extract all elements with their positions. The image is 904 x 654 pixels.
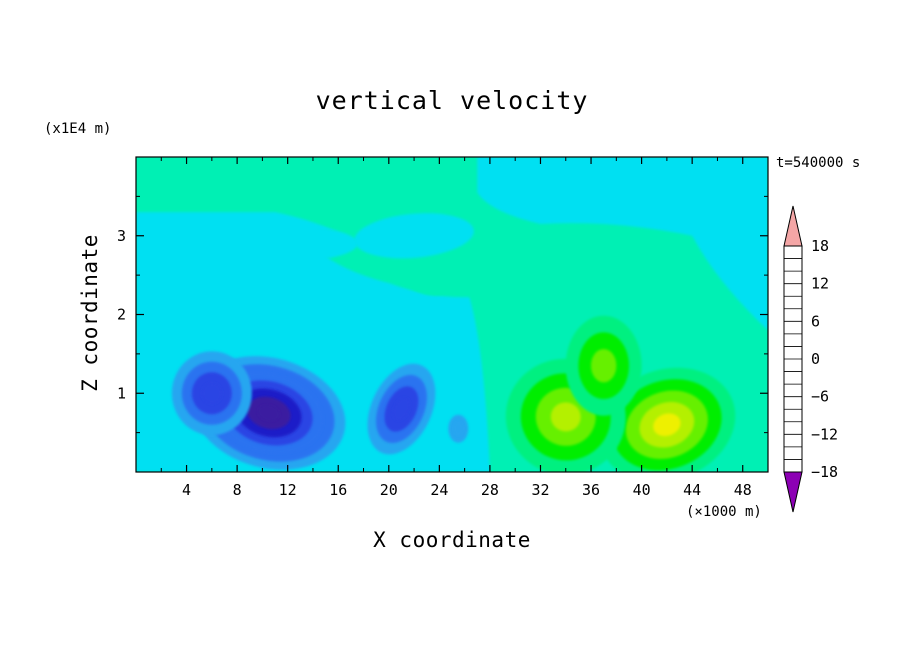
contour-band bbox=[392, 397, 410, 421]
colorbar-tick-label: 18 bbox=[811, 237, 829, 255]
x-tick-label: 8 bbox=[233, 481, 242, 499]
x-tick-label: 44 bbox=[683, 481, 701, 499]
contour-band bbox=[453, 421, 464, 436]
x-tick-label: 48 bbox=[734, 481, 752, 499]
colorbar-extend-low bbox=[783, 471, 803, 513]
contour-band bbox=[201, 382, 222, 404]
colorbar: −18 −12 −6 0 6 12 18 bbox=[783, 205, 838, 513]
x-tick-label: 36 bbox=[582, 481, 600, 499]
contour-band bbox=[550, 402, 581, 432]
y-tick-label: 1 bbox=[117, 384, 126, 402]
contour-band bbox=[354, 213, 474, 259]
x-tick-label: 4 bbox=[182, 481, 191, 499]
y-axis-unit: (x1E4 m) bbox=[44, 121, 112, 137]
x-tick-label: 28 bbox=[481, 481, 499, 499]
contour-band bbox=[653, 413, 681, 437]
contour-band bbox=[257, 404, 280, 422]
colorbar-tick-label: 12 bbox=[811, 275, 829, 293]
colorbar-extend-high bbox=[783, 205, 803, 247]
x-tick-label: 40 bbox=[633, 481, 651, 499]
time-annotation: t=540000 s bbox=[776, 155, 861, 171]
x-tick-label: 32 bbox=[531, 481, 549, 499]
contour-field bbox=[136, 157, 768, 472]
x-axis-unit: (×1000 m) bbox=[686, 504, 762, 520]
colorbar-tick-label: −12 bbox=[811, 425, 838, 443]
x-tick-label: 24 bbox=[430, 481, 448, 499]
chart-title: vertical velocity bbox=[315, 86, 589, 115]
contour-band bbox=[217, 225, 358, 262]
x-tick-label: 20 bbox=[380, 481, 398, 499]
colorbar-tick-label: −6 bbox=[811, 388, 829, 406]
y-tick-label: 3 bbox=[117, 227, 126, 245]
contour-band bbox=[590, 348, 617, 383]
x-axis-label: X coordinate bbox=[373, 528, 531, 552]
x-axis: 4 8 12 16 20 24 28 32 36 40 44 48 bbox=[160, 157, 752, 499]
y-tick-label: 2 bbox=[117, 306, 126, 324]
colorbar-tick-label: 6 bbox=[811, 312, 820, 330]
colorbar-tick-label: 0 bbox=[811, 350, 820, 368]
colorbar-tick-label: −18 bbox=[811, 463, 838, 481]
contour-band bbox=[561, 190, 722, 219]
x-tick-label: 12 bbox=[279, 481, 297, 499]
y-axis: 1 2 3 bbox=[117, 195, 768, 434]
x-tick-label: 16 bbox=[329, 481, 347, 499]
